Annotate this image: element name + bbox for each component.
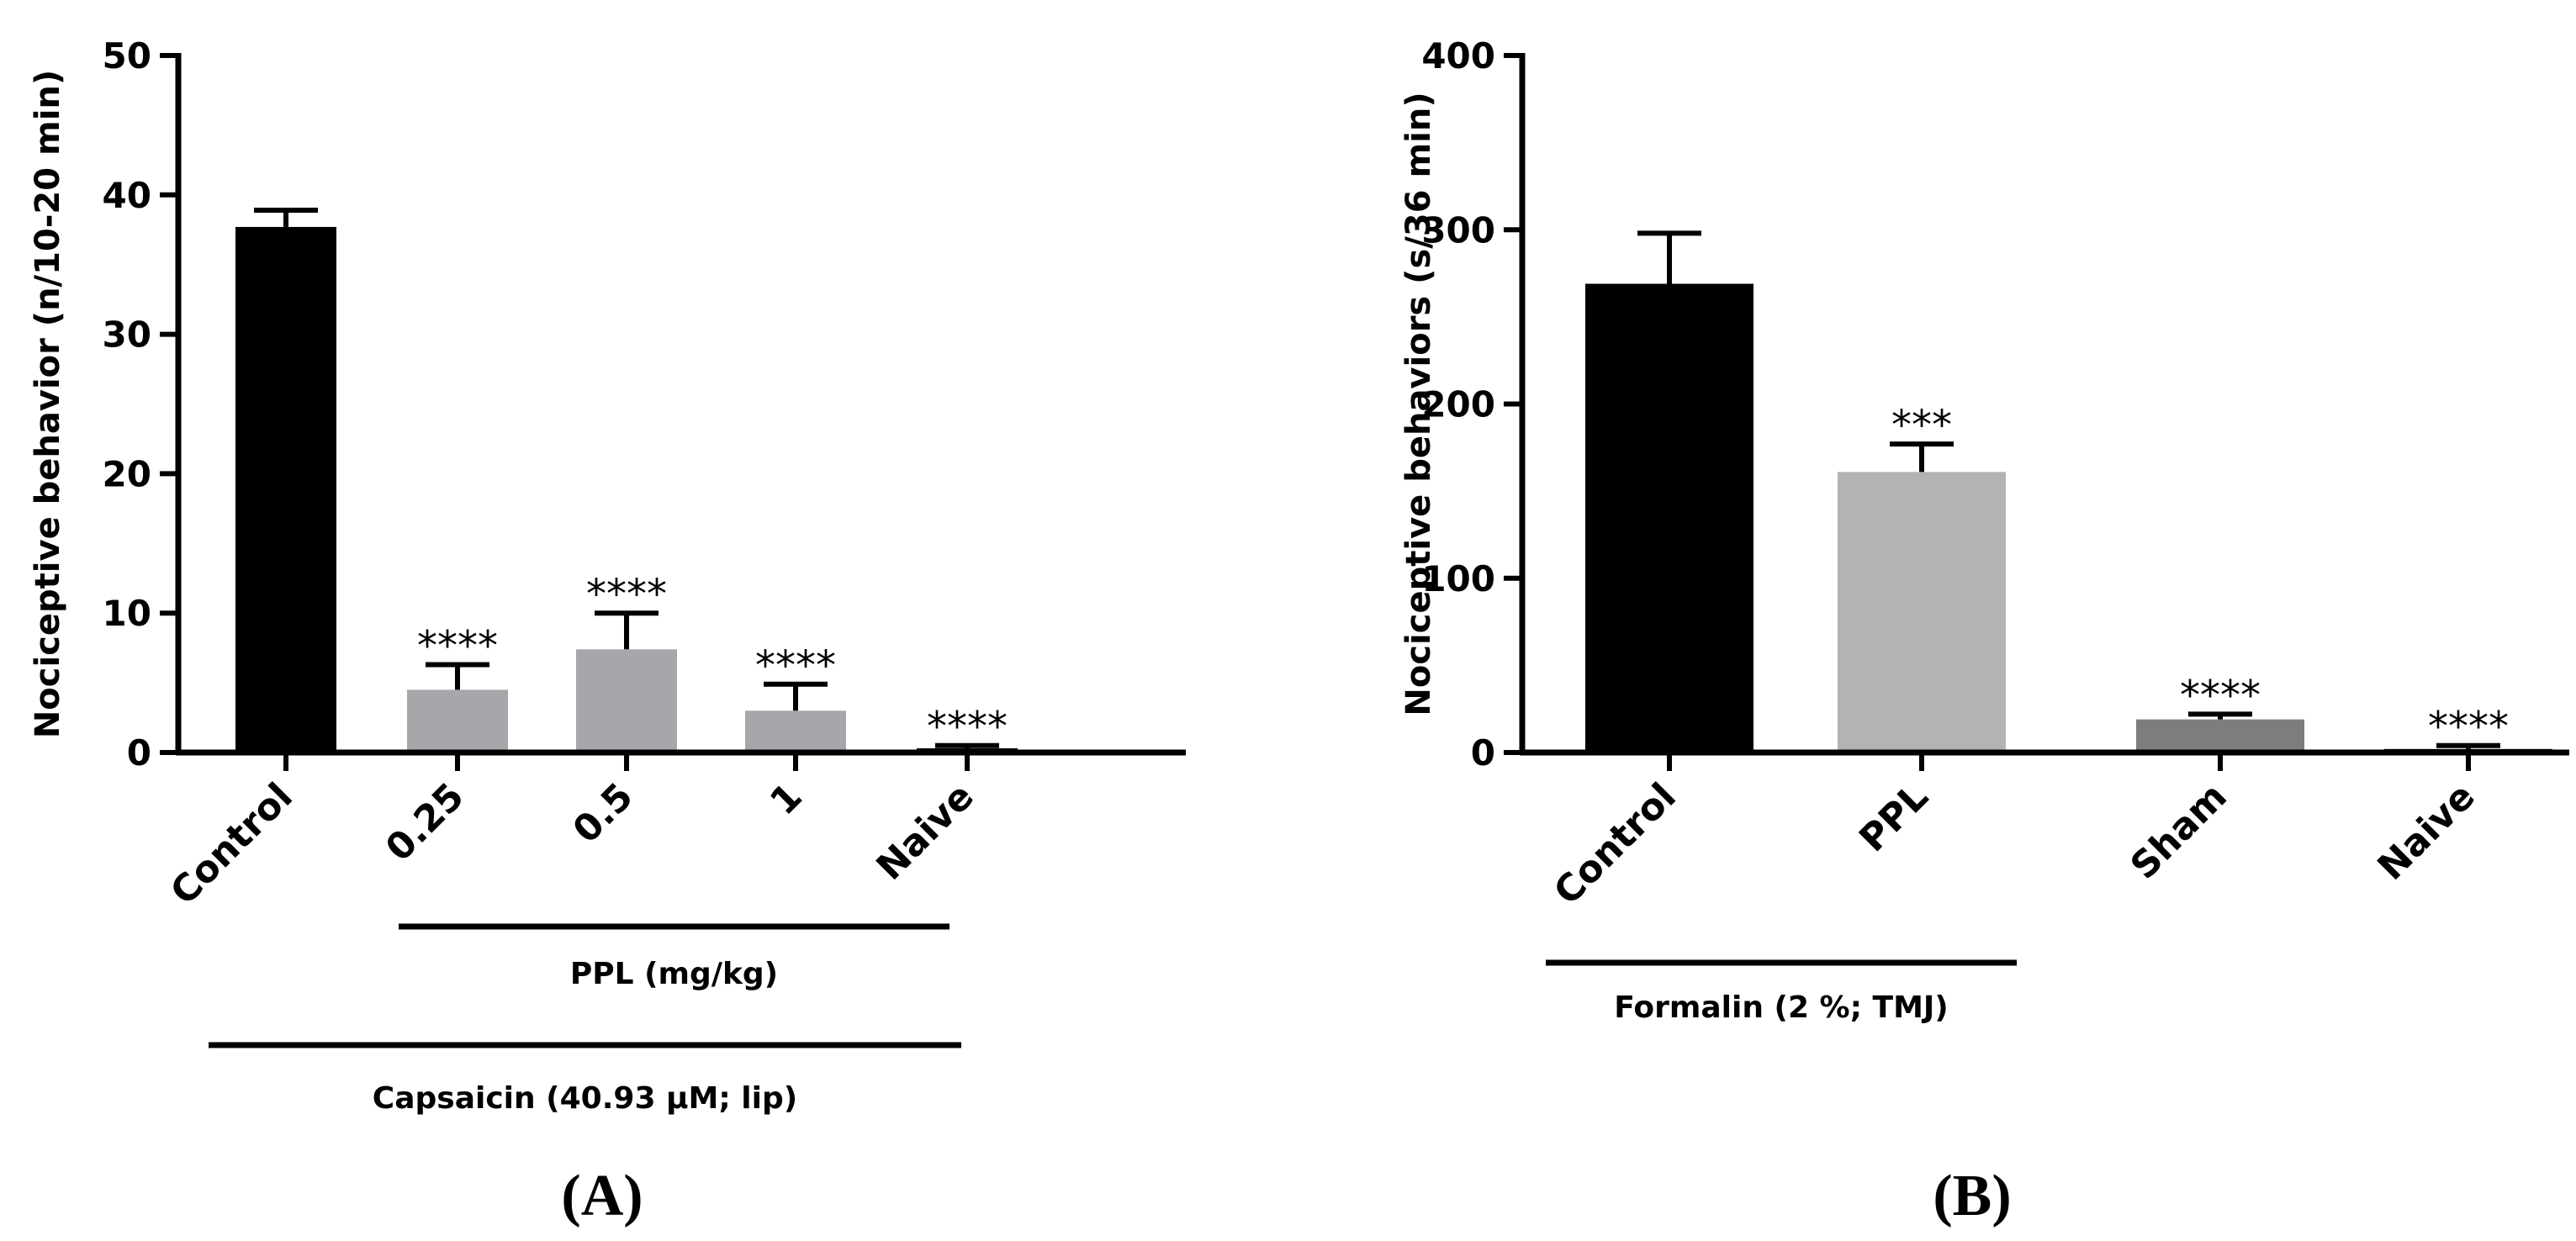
panel-a-y-tick-label-2: 20 <box>103 453 151 494</box>
panel-b-category-label-3: Naive <box>2370 775 2483 889</box>
panel-a-bar-0 <box>235 226 336 753</box>
panel-b-category-label-1: PPL <box>1851 775 1937 861</box>
panel-b-category-label-0: Control <box>1546 775 1685 914</box>
panel-a-group-label-0: PPL (mg/kg) <box>570 957 778 991</box>
panel-a-bar-3 <box>745 710 846 753</box>
panel-a-y-tick-label-3: 30 <box>103 314 151 356</box>
panel-a-category-label-0: Control <box>162 775 301 914</box>
panel-a-category-label-1: 0.25 <box>378 775 473 870</box>
panel-a-y-tick-label-4: 40 <box>103 175 151 216</box>
panel-b-y-tick-label-2: 200 <box>1421 384 1495 425</box>
panel-a-significance-1: **** <box>417 623 498 670</box>
panel-b-bar-2 <box>2136 719 2304 753</box>
panel-a-bar-2 <box>576 649 677 753</box>
panel-b-y-tick-label-1: 100 <box>1421 558 1495 599</box>
panel-a-y-tick-label-5: 50 <box>103 35 151 77</box>
panel-b-bar-1 <box>1838 472 2006 753</box>
panel-b-group-label-0: Formalin (2 %; TMJ) <box>1614 990 1949 1025</box>
panel-a-category-label-3: 1 <box>762 775 811 824</box>
panel-b-label: (B) <box>1933 1164 2011 1228</box>
panel-a-category-label-4: Naive <box>869 775 982 889</box>
panel-a-significance-4: **** <box>927 704 1008 751</box>
panel-b-bar-0 <box>1585 283 1753 753</box>
panel-b-y-tick-label-3: 300 <box>1421 209 1495 251</box>
panel-a-significance-3: **** <box>755 642 836 689</box>
panel-b-significance-2: **** <box>2180 672 2261 719</box>
panel-b-y-axis-label: Nociceptive behaviors (s/36 min) <box>1399 92 1438 716</box>
panel-b-category-label-2: Sham <box>2123 775 2235 888</box>
panel-a-significance-2: **** <box>586 571 667 618</box>
panel-b-y-tick-label-0: 0 <box>1471 732 1495 774</box>
panel-b-significance-3: **** <box>2428 704 2509 751</box>
panel-a-y-tick-label-1: 10 <box>103 593 151 634</box>
panel-a-bar-1 <box>407 689 508 753</box>
panel-b-significance-1: *** <box>1891 402 1952 449</box>
panel-a-label: (A) <box>561 1164 643 1228</box>
panel-a-y-axis-label: Nociceptive behavior (n/10-20 min) <box>29 70 67 738</box>
panel-a-y-tick-label-0: 0 <box>127 732 151 774</box>
panel-a-category-label-2: 0.5 <box>565 775 642 852</box>
panel-b-y-tick-label-4: 400 <box>1421 35 1495 77</box>
panel-a-group-label-1: Capsaicin (40.93 µM; lip) <box>373 1081 797 1116</box>
